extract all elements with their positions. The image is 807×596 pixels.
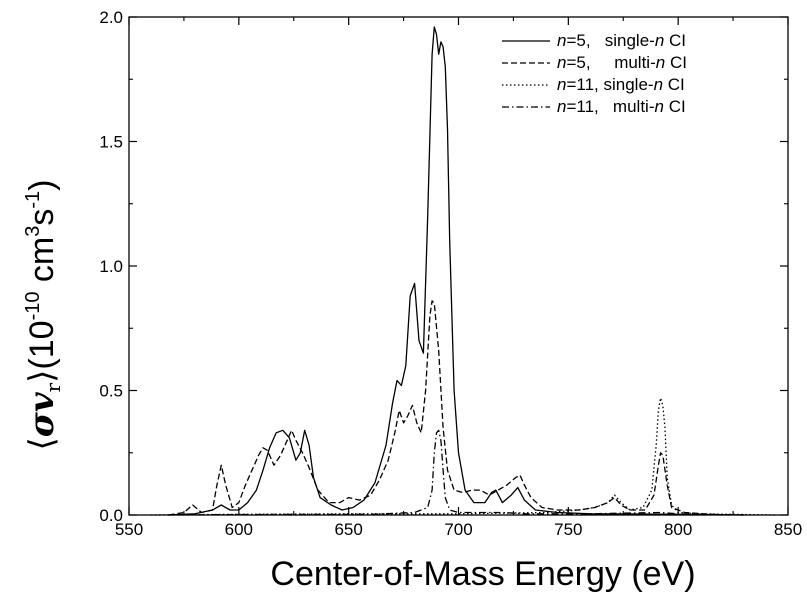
x-tick-label: 750 bbox=[554, 520, 582, 539]
legend: n=5, single-n CI n=5, multi-n CI n=11, sin… bbox=[502, 31, 687, 116]
y-axis-s: s bbox=[23, 209, 61, 226]
y-axis-sigma: σ bbox=[22, 411, 62, 437]
series-line-2 bbox=[168, 300, 723, 516]
series-line-4 bbox=[168, 429, 745, 516]
y-axis-bracket-close: ⟩ bbox=[22, 370, 62, 383]
x-tick-label: 800 bbox=[664, 520, 692, 539]
y-tick-label: 0.0 bbox=[99, 506, 123, 525]
x-axis-title: Center-of-Mass Energy (eV) bbox=[270, 555, 695, 593]
y-tick-label: 1.0 bbox=[99, 257, 123, 276]
x-tick-label: 600 bbox=[225, 520, 253, 539]
y-tick-label: 0.5 bbox=[99, 382, 123, 401]
y-axis-v: v bbox=[22, 391, 62, 412]
axes-frame bbox=[128, 16, 789, 516]
x-tick-label: 550 bbox=[115, 520, 143, 539]
y-axis-exp1: -10 bbox=[22, 292, 44, 321]
y-axis-exp2: 3 bbox=[22, 226, 44, 237]
x-tick-label: 850 bbox=[774, 520, 802, 539]
legend-label-1: n=5, single-n CI bbox=[557, 31, 686, 50]
legend-label-4: n=11, multi-n CI bbox=[557, 97, 686, 116]
x-tick-label: 700 bbox=[444, 520, 472, 539]
y-axis-title: ⟨σvr⟩(10-10 cm3s-1) bbox=[22, 179, 65, 450]
x-tick-label: 650 bbox=[334, 520, 362, 539]
y-tick-label: 2.0 bbox=[99, 8, 123, 27]
y-axis-bracket-open: ⟨ bbox=[22, 437, 62, 450]
y-axis-cm: cm bbox=[23, 237, 61, 292]
series-lines bbox=[150, 26, 778, 516]
tick-labels: 550 600 650 700 750 800 850 0.0 0.5 1.0 1.5 2.0 bbox=[99, 8, 802, 539]
y-axis-paren-open: (10 bbox=[23, 320, 61, 369]
y-axis-sub: r bbox=[41, 382, 65, 392]
series-line-3 bbox=[150, 397, 778, 516]
series-line-1 bbox=[168, 26, 745, 516]
y-axis-exp3: -1 bbox=[22, 191, 44, 209]
legend-label-3: n=11, single-n CI bbox=[557, 75, 685, 94]
svg-text:⟨σvr⟩(10-10 cm3s-1): ⟨σvr⟩(10-10 cm3s-1) bbox=[22, 179, 65, 450]
plot-frame bbox=[128, 16, 789, 516]
legend-label-2: n=5, multi-n CI bbox=[557, 53, 687, 72]
y-axis-paren-close: ) bbox=[23, 179, 61, 190]
y-tick-label: 1.5 bbox=[99, 133, 123, 152]
